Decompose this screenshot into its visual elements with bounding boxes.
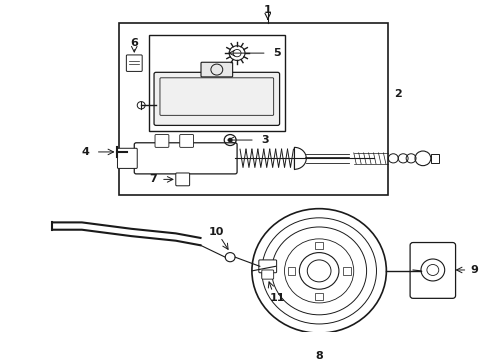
FancyBboxPatch shape [180,135,193,147]
FancyBboxPatch shape [261,270,273,279]
Text: 10: 10 [208,226,224,237]
FancyBboxPatch shape [430,154,438,163]
Text: 6: 6 [130,38,138,48]
Text: 5: 5 [272,48,280,58]
Text: 7: 7 [149,174,157,184]
Bar [119,23,387,195]
FancyBboxPatch shape [155,135,168,147]
Text: 3: 3 [261,135,268,145]
FancyBboxPatch shape [117,148,137,168]
Bar [342,267,350,275]
Bar [149,35,284,131]
FancyBboxPatch shape [154,72,279,125]
Circle shape [227,138,232,142]
Bar [315,293,323,300]
Text: 2: 2 [393,89,401,99]
Bar [287,267,295,275]
Text: 4: 4 [81,147,90,157]
FancyBboxPatch shape [409,243,455,298]
FancyBboxPatch shape [258,260,276,273]
Text: 11: 11 [269,293,285,303]
Text: 8: 8 [315,351,323,360]
FancyBboxPatch shape [175,173,189,186]
FancyBboxPatch shape [134,143,237,174]
FancyBboxPatch shape [126,55,142,71]
Text: 9: 9 [469,265,477,275]
Bar [315,242,323,249]
FancyBboxPatch shape [201,62,232,77]
Text: 1: 1 [264,5,271,15]
